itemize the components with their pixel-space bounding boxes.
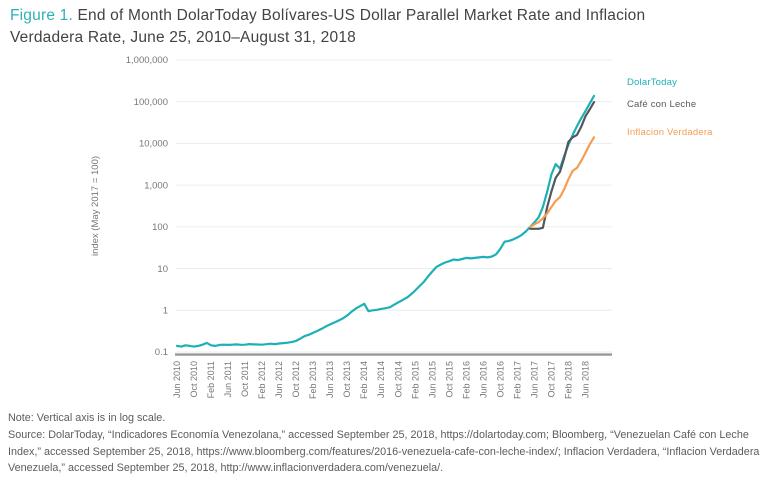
series-group: [175, 94, 596, 348]
y-tick-label: 10: [157, 264, 168, 275]
x-tick-label: Feb 2014: [359, 361, 369, 399]
legend-inflacion-verdadera: Inflacion Verdadera: [627, 127, 713, 138]
x-tick-label: Jun 2013: [325, 361, 335, 398]
x-tick-label: Feb 2013: [308, 361, 318, 399]
x-tick-label: Jun 2010: [172, 361, 182, 398]
x-tick-label: Feb 2016: [461, 361, 471, 399]
x-tick-label: Oct 2015: [444, 361, 454, 398]
figure-title: Figure 1. End of Month DolarToday Bolíva…: [10, 5, 710, 49]
legend-cafe-con-leche: Café con Leche: [627, 99, 697, 110]
tick-labels-group: 1,000,000 100,000 10,000 1,000 100 10 1 0.1 Jun …: [126, 55, 591, 399]
series-line-caf-con-leche: [529, 101, 596, 230]
x-tick-label: Jun 2011: [223, 361, 233, 397]
x-tick-label: Feb 2017: [512, 361, 522, 399]
y-tick-label: 100: [152, 222, 168, 233]
x-tick-label: Jun 2016: [478, 361, 488, 398]
x-tick-label: Oct 2012: [291, 361, 301, 398]
x-tick-label: Oct 2010: [189, 361, 199, 398]
x-tick-label: Feb 2015: [410, 361, 420, 399]
x-tick-label: Jun 2012: [274, 361, 284, 398]
gridlines-group: [176, 59, 612, 353]
x-tick-label: Oct 2013: [342, 361, 352, 398]
x-tick-label: Feb 2012: [257, 361, 267, 399]
legend-dolartoday: DolarToday: [627, 77, 678, 88]
x-tick-label: Oct 2014: [393, 361, 403, 398]
y-tick-label: 10,000: [139, 139, 168, 150]
x-tick-label: Feb 2018: [563, 361, 573, 399]
y-tick-label: 0.1: [155, 347, 168, 358]
y-tick-label: 100,000: [134, 97, 168, 108]
x-tick-label: Oct 2016: [495, 361, 505, 398]
y-tick-label: 1,000: [144, 180, 168, 191]
figure-title-text: End of Month DolarToday Bolívares-US Dol…: [10, 7, 646, 46]
note-text: Note: Vertical axis is in log scale.: [8, 412, 166, 424]
x-tick-label: Jun 2014: [376, 361, 386, 398]
y-tick-label: 1,000,000: [126, 55, 168, 66]
x-tick-label: Jun 2015: [427, 361, 437, 398]
y-axis-title: index (May 2017 = 100): [90, 156, 101, 256]
x-tick-label: Feb 2011: [206, 361, 216, 398]
x-tick-label: Jun 2017: [529, 361, 539, 398]
y-tick-label: 1: [163, 305, 168, 316]
x-tick-label: Oct 2011: [240, 361, 250, 397]
figure-number-label: Figure 1.: [10, 7, 73, 24]
source-text: Source: DolarToday, “Indicadores Economí…: [8, 429, 760, 475]
x-tick-label: Oct 2017: [546, 361, 556, 398]
series-line-dolartoday: [175, 94, 596, 348]
series-line-inflacion-verdadera: [529, 136, 596, 228]
x-tick-label: Jun 2018: [580, 361, 590, 398]
